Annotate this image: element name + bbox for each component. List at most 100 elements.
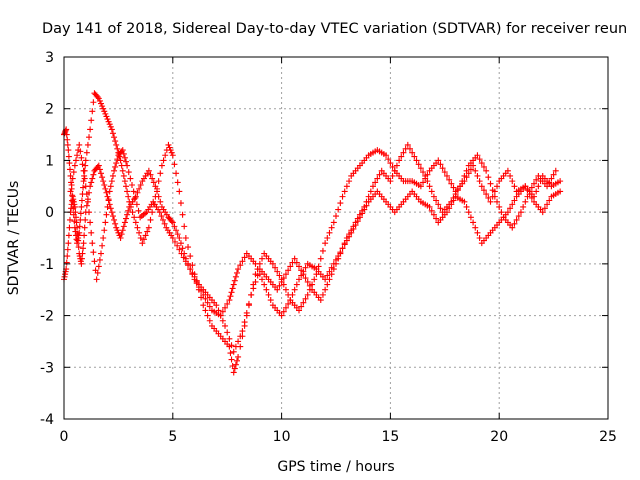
data-point: [480, 163, 487, 170]
data-point: [179, 211, 186, 218]
data-point: [239, 258, 246, 265]
data-point: [120, 172, 127, 179]
data-point: [446, 176, 453, 183]
data-point: [70, 169, 77, 176]
data-point: [174, 242, 181, 249]
data-point: [107, 123, 114, 130]
data-point: [94, 269, 101, 276]
data-point: [86, 209, 93, 216]
data-point: [324, 272, 331, 279]
data-point: [461, 198, 468, 205]
data-point: [389, 163, 396, 170]
y-tick-label: -2: [40, 309, 54, 325]
data-point: [546, 197, 553, 204]
data-point: [107, 205, 114, 212]
data-point: [330, 266, 337, 273]
y-tick-label: -3: [40, 360, 54, 376]
data-point: [158, 213, 165, 220]
data-point: [84, 198, 91, 205]
data-point: [507, 205, 514, 212]
data-point: [202, 307, 209, 314]
data-point: [136, 229, 143, 236]
data-point: [474, 172, 481, 179]
data-point: [435, 201, 442, 208]
data-point: [80, 184, 87, 191]
data-point: [426, 183, 433, 190]
data-point: [89, 175, 96, 182]
data-point: [165, 141, 172, 148]
x-tick-label: 10: [273, 429, 291, 445]
data-point: [176, 246, 183, 253]
data-point: [77, 148, 84, 155]
data-point: [125, 207, 132, 214]
data-point: [69, 175, 76, 182]
data-point: [80, 178, 87, 185]
data-point: [367, 188, 374, 195]
data-point: [180, 254, 187, 261]
data-point: [100, 105, 107, 112]
data-point: [64, 136, 71, 143]
data-point: [269, 260, 276, 267]
data-point: [97, 170, 104, 177]
data-point: [111, 167, 118, 174]
data-point: [204, 299, 211, 306]
data-point: [324, 281, 331, 288]
data-point: [137, 181, 144, 188]
data-point: [237, 262, 244, 269]
data-point: [129, 181, 135, 188]
data-point: [64, 253, 71, 260]
data-point: [99, 174, 106, 181]
data-point: [248, 291, 255, 298]
data-point: [79, 250, 86, 257]
x-tick-label: 25: [599, 429, 617, 445]
data-point: [245, 300, 252, 307]
data-point: [81, 232, 88, 239]
data-point: [124, 211, 131, 218]
data-point: [160, 157, 167, 164]
data-point: [134, 224, 141, 231]
data-point: [474, 229, 481, 236]
data-point: [169, 219, 176, 226]
data-point: [73, 219, 80, 226]
data-point: [145, 167, 152, 174]
data-point: [509, 224, 516, 231]
data-point: [91, 258, 98, 265]
data-point: [363, 198, 370, 205]
data-point: [333, 260, 339, 267]
data-point: [204, 312, 211, 319]
data-point: [95, 263, 102, 270]
data-point: [66, 216, 73, 223]
data-point: [132, 219, 139, 226]
data-point: [109, 172, 116, 179]
data-point: [341, 188, 348, 195]
data-point: [535, 183, 542, 190]
data-point: [120, 223, 127, 230]
data-point: [483, 167, 490, 174]
data-point: [235, 353, 242, 360]
data-point: [78, 203, 85, 210]
data-point: [472, 224, 479, 231]
data-point: [504, 209, 511, 216]
data-point: [280, 308, 287, 315]
data-point: [304, 291, 311, 298]
data-point: [193, 277, 200, 284]
data-point: [478, 160, 485, 167]
data-point: [97, 100, 104, 107]
data-point: [182, 258, 189, 265]
data-point: [219, 317, 226, 324]
data-point: [160, 216, 167, 223]
data-point: [533, 176, 540, 183]
data-point: [335, 255, 342, 262]
data-point: [302, 275, 309, 282]
data-point: [306, 282, 313, 289]
data-point: [76, 223, 83, 230]
data-point: [472, 167, 479, 174]
data-point: [509, 178, 516, 185]
data-point: [369, 183, 376, 190]
data-point: [173, 227, 180, 234]
data-point: [443, 172, 450, 179]
data-point: [346, 231, 353, 238]
data-point: [84, 141, 91, 148]
data-point: [398, 153, 405, 160]
